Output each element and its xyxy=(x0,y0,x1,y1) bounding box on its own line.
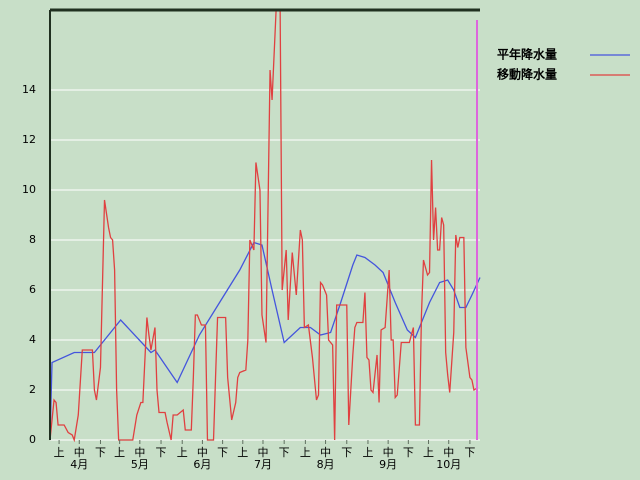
series-line xyxy=(50,10,479,442)
month-label: 8月 xyxy=(317,458,335,471)
x-tick-label: 下 xyxy=(341,446,352,459)
legend-label: 移動降水量 xyxy=(497,67,557,82)
y-tick-label: 14 xyxy=(22,83,36,96)
y-tick-label: 10 xyxy=(22,183,36,196)
x-tick-label: 上 xyxy=(114,446,125,459)
x-tick-label: 上 xyxy=(300,446,311,459)
legend-label: 平年降水量 xyxy=(497,47,557,62)
month-label: 5月 xyxy=(131,458,149,471)
x-tick-label: 中 xyxy=(383,446,394,459)
x-tick-label: 上 xyxy=(362,446,373,459)
y-tick-label: 4 xyxy=(29,333,36,346)
x-tick-label: 中 xyxy=(74,446,85,459)
x-tick-label: 中 xyxy=(443,446,454,459)
month-label: 6月 xyxy=(193,458,211,471)
x-tick-label: 上 xyxy=(237,446,248,459)
month-label: 4月 xyxy=(70,458,88,471)
x-tick-label: 下 xyxy=(95,446,106,459)
x-tick-label: 下 xyxy=(464,446,475,459)
x-tick-label: 中 xyxy=(134,446,145,459)
series-line xyxy=(50,241,481,441)
x-tick-label: 中 xyxy=(320,446,331,459)
month-label: 9月 xyxy=(379,458,397,471)
x-tick-label: 下 xyxy=(279,446,290,459)
x-tick-label: 下 xyxy=(217,446,228,459)
x-tick-label: 下 xyxy=(403,446,414,459)
y-tick-label: 12 xyxy=(22,133,36,146)
month-label: 7月 xyxy=(254,458,272,471)
x-tick-label: 中 xyxy=(197,446,208,459)
y-tick-label: 6 xyxy=(29,283,36,296)
plot xyxy=(50,10,481,442)
y-tick-label: 2 xyxy=(29,383,36,396)
x-tick-label: 上 xyxy=(423,446,434,459)
month-label: 10月 xyxy=(436,458,461,471)
x-tick-label: 上 xyxy=(54,446,65,459)
x-tick-label: 上 xyxy=(177,446,188,459)
y-tick-label: 0 xyxy=(29,433,36,446)
x-tick-label: 中 xyxy=(257,446,268,459)
y-tick-label: 8 xyxy=(29,233,36,246)
x-tick-label: 下 xyxy=(156,446,167,459)
